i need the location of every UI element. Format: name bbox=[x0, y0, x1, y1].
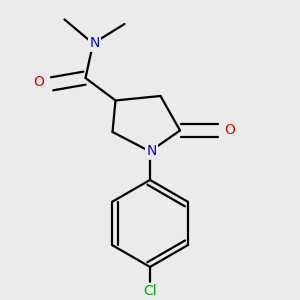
Text: Cl: Cl bbox=[143, 284, 157, 298]
Text: O: O bbox=[34, 76, 44, 89]
Text: N: N bbox=[89, 37, 100, 50]
Text: N: N bbox=[146, 145, 157, 158]
Text: O: O bbox=[224, 124, 235, 137]
